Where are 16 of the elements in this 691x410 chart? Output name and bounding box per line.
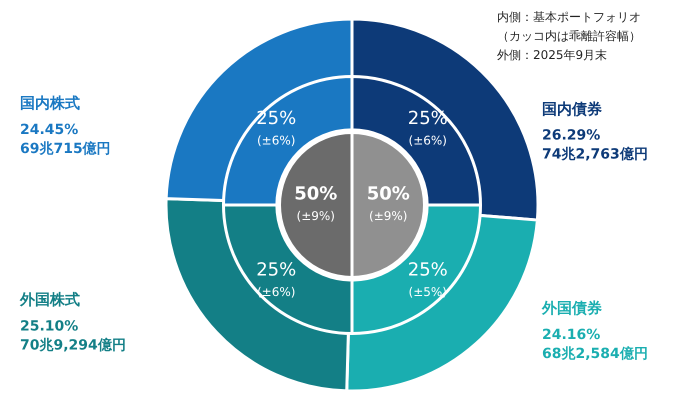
slice-label: 外国債券 [541,299,602,318]
data-label: 50% (±9%) [366,184,410,224]
slice-label: 国内債券 [542,100,602,118]
data-label: 50% (±9%) [294,184,338,224]
text: （カッコ内は乖離許容幅） [497,28,641,45]
data-label: 24.45% 69兆715億円 [20,122,111,157]
data-label: 24.16% 68兆2,584億円 [542,326,648,362]
slice-label: 外国株式 [19,290,80,309]
data-label: 25% (±6%) [256,108,296,148]
data-label: 25% (±6%) [256,259,296,299]
data-label: 25.10% 70兆9,294億円 [20,318,126,354]
data-label: 26.29% 74兆2,763億円 [542,128,648,163]
text: 外側：2025年9月末 [497,47,608,64]
data-label: 25% (±6%) [408,108,448,148]
slice-label: 国内株式 [20,94,80,112]
text: 内側：基本ポートフォリオ [497,9,641,26]
